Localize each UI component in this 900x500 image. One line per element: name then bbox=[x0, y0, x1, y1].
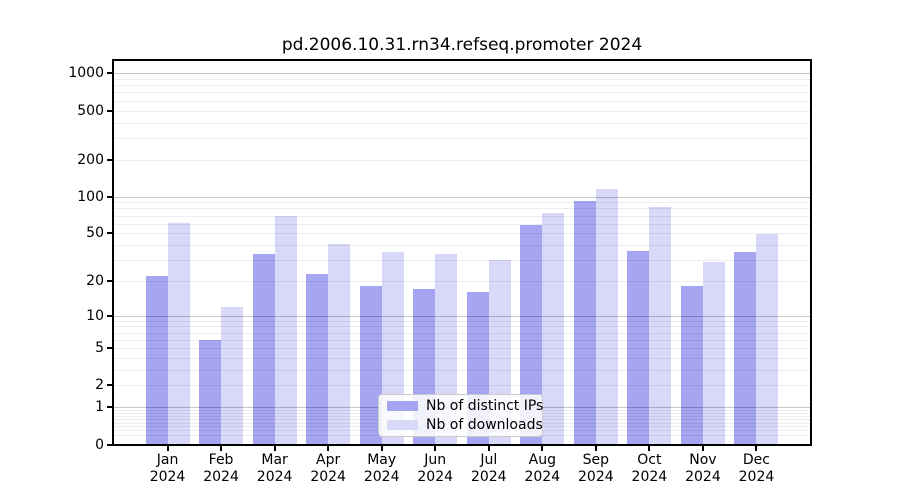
bar-ips-oct bbox=[627, 250, 650, 445]
y-tick-mark bbox=[107, 406, 114, 409]
y-tick-label: 10 bbox=[86, 307, 104, 324]
y-tick-mark bbox=[107, 314, 114, 317]
gridline-minor bbox=[114, 208, 810, 210]
x-tick-mark bbox=[380, 444, 383, 451]
x-tick-mark bbox=[701, 444, 704, 451]
x-tick-label: Apr 2024 bbox=[310, 452, 346, 485]
bar-downloads-feb bbox=[221, 306, 244, 445]
x-tick-label: May 2024 bbox=[363, 452, 400, 485]
bar-ips-may bbox=[359, 286, 382, 445]
bar-downloads-oct bbox=[649, 207, 672, 445]
y-tick-mark bbox=[107, 347, 114, 350]
gridline-minor bbox=[114, 202, 810, 204]
legend-row-distinct-ips: Nb of distinct IPs bbox=[387, 398, 544, 414]
y-tick-mark bbox=[107, 443, 114, 446]
gridline-minor bbox=[114, 110, 810, 112]
bar-downloads-aug bbox=[542, 213, 565, 445]
x-tick-mark bbox=[220, 444, 223, 451]
x-tick-label: Aug 2024 bbox=[524, 452, 561, 485]
bar-ips-jan bbox=[145, 276, 168, 445]
gridline-minor bbox=[114, 137, 810, 139]
x-tick-mark bbox=[594, 444, 597, 451]
y-tick-mark bbox=[107, 384, 114, 387]
bar-ips-apr bbox=[306, 273, 329, 445]
gridline-minor bbox=[114, 215, 810, 217]
bar-ips-mar bbox=[252, 253, 275, 445]
y-tick-label: 100 bbox=[77, 188, 104, 205]
x-tick-label: Feb 2024 bbox=[203, 452, 239, 485]
gridline-minor bbox=[114, 233, 810, 235]
bar-ips-nov bbox=[680, 286, 703, 445]
y-tick-mark bbox=[107, 158, 114, 161]
x-tick-label: Nov 2024 bbox=[685, 452, 721, 485]
x-tick-mark bbox=[487, 444, 490, 451]
gridline-major bbox=[114, 196, 810, 198]
y-tick-label: 500 bbox=[77, 102, 104, 119]
gridline-minor bbox=[114, 122, 810, 124]
y-tick-label: 2 bbox=[95, 377, 104, 394]
x-tick-mark bbox=[648, 444, 651, 451]
bar-downloads-nov bbox=[702, 261, 725, 445]
chart-title: pd.2006.10.31.rn34.refseq.promoter 2024 bbox=[281, 35, 643, 55]
y-tick-mark bbox=[107, 232, 114, 235]
y-tick-label: 1 bbox=[95, 399, 104, 416]
legend-swatch-distinct-ips-icon bbox=[387, 401, 418, 411]
gridline-minor bbox=[114, 85, 810, 87]
x-tick-label: Sep 2024 bbox=[578, 452, 614, 485]
y-tick-label: 1000 bbox=[68, 65, 104, 82]
x-tick-label: Jul 2024 bbox=[470, 452, 507, 485]
bar-ips-dec bbox=[734, 251, 757, 445]
y-tick-mark bbox=[107, 109, 114, 112]
legend-row-downloads: Nb of downloads bbox=[387, 417, 543, 433]
x-tick-label: Jan 2024 bbox=[149, 452, 186, 485]
y-tick-mark bbox=[107, 72, 114, 75]
bar-ips-sep bbox=[573, 201, 596, 445]
x-tick-mark bbox=[541, 444, 544, 451]
gridline-minor bbox=[114, 245, 810, 246]
legend-label-downloads: Nb of downloads bbox=[426, 417, 543, 433]
x-tick-mark bbox=[273, 444, 276, 451]
gridline-minor bbox=[114, 79, 810, 81]
bar-downloads-sep bbox=[595, 189, 618, 445]
x-tick-label: Dec 2024 bbox=[738, 452, 775, 485]
x-tick-mark bbox=[755, 444, 758, 451]
x-tick-label: Jun 2024 bbox=[417, 452, 454, 485]
x-tick-mark bbox=[166, 444, 169, 451]
y-tick-mark bbox=[107, 195, 114, 198]
gridline-minor bbox=[114, 92, 810, 94]
bar-downloads-dec bbox=[756, 234, 779, 445]
gridline-minor bbox=[114, 100, 810, 102]
bar-ips-feb bbox=[199, 339, 222, 445]
y-tick-label: 0 bbox=[95, 436, 104, 453]
bar-downloads-apr bbox=[328, 243, 351, 445]
y-tick-label: 5 bbox=[95, 340, 104, 357]
x-tick-mark bbox=[434, 444, 437, 451]
y-tick-label: 200 bbox=[77, 151, 104, 168]
legend-label-distinct-ips: Nb of distinct IPs bbox=[426, 398, 544, 414]
x-tick-mark bbox=[327, 444, 330, 451]
legend-swatch-downloads-icon bbox=[387, 420, 418, 430]
gridline-major bbox=[114, 73, 810, 75]
legend: Nb of distinct IPs Nb of downloads bbox=[378, 394, 543, 437]
gridline-minor bbox=[114, 159, 810, 161]
y-tick-label: 20 bbox=[86, 272, 104, 289]
bar-downloads-mar bbox=[274, 215, 297, 445]
bar-ips-aug bbox=[520, 224, 543, 445]
y-tick-mark bbox=[107, 279, 114, 282]
x-tick-label: Mar 2024 bbox=[256, 452, 293, 485]
x-tick-label: Oct 2024 bbox=[631, 452, 668, 485]
bar-downloads-jan bbox=[167, 222, 190, 445]
y-tick-label: 50 bbox=[86, 225, 104, 242]
gridline-minor bbox=[114, 223, 810, 225]
